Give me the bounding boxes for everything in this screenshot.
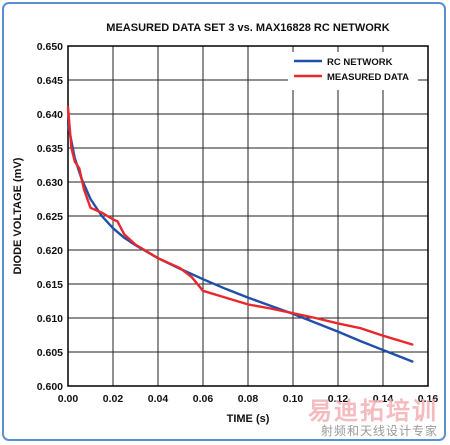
y-tick-label: 0.625 [37,211,63,223]
x-tick-label: 0.00 [58,393,79,405]
line-chart: 0.00 0.02 0.04 0.06 0.08 0.10 0.12 0.14 0.16 0.60… [12,22,439,425]
y-tick-label: 0.600 [37,381,63,393]
y-tick-label: 0.610 [37,313,63,325]
legend-box [288,52,418,90]
watermark-subtitle: 射频和天线设计专家 [320,424,438,438]
x-tick-label: 0.04 [148,393,169,405]
y-tick-label: 0.615 [37,279,63,291]
watermark: 易迪拓培训 射频和天线设计专家 [308,399,438,437]
x-axis-label: TIME (s) [227,413,270,425]
x-tick-label: 0.16 [418,393,439,405]
series-line-rc-network [66,122,414,363]
x-tick-label: 0.08 [238,393,259,405]
y-tick-label: 0.605 [37,347,63,359]
y-axis-label: DIODE VOLTAGE (mV) [12,157,24,274]
x-tick-label: 0.12 [328,393,349,405]
x-tick-label: 0.06 [193,393,214,405]
x-tick-label: 0.02 [103,393,124,405]
plot-border [67,45,429,387]
y-tick-label: 0.635 [37,143,63,155]
y-tick-label: 0.640 [37,109,63,121]
y-tick-label: 0.650 [37,41,63,53]
legend-label: MEASURED DATA [327,72,409,83]
y-tick-label: 0.620 [37,245,63,257]
y-tick-label: 0.630 [37,177,63,189]
chart-title: MEASURED DATA SET 3 vs. MAX16828 RC NETW… [106,22,389,34]
x-tick-label: 0.14 [373,393,394,405]
x-tick-label: 0.10 [283,393,304,405]
watermark-logo-text: 易迪拓培训 [308,397,438,425]
series-line-measured-data [66,105,414,346]
y-tick-label: 0.645 [37,75,63,87]
chart-frame: 0.00 0.02 0.04 0.06 0.08 0.10 0.12 0.14 0.16 0.60… [2,2,446,441]
legend-label: RC NETWORK [327,57,393,68]
